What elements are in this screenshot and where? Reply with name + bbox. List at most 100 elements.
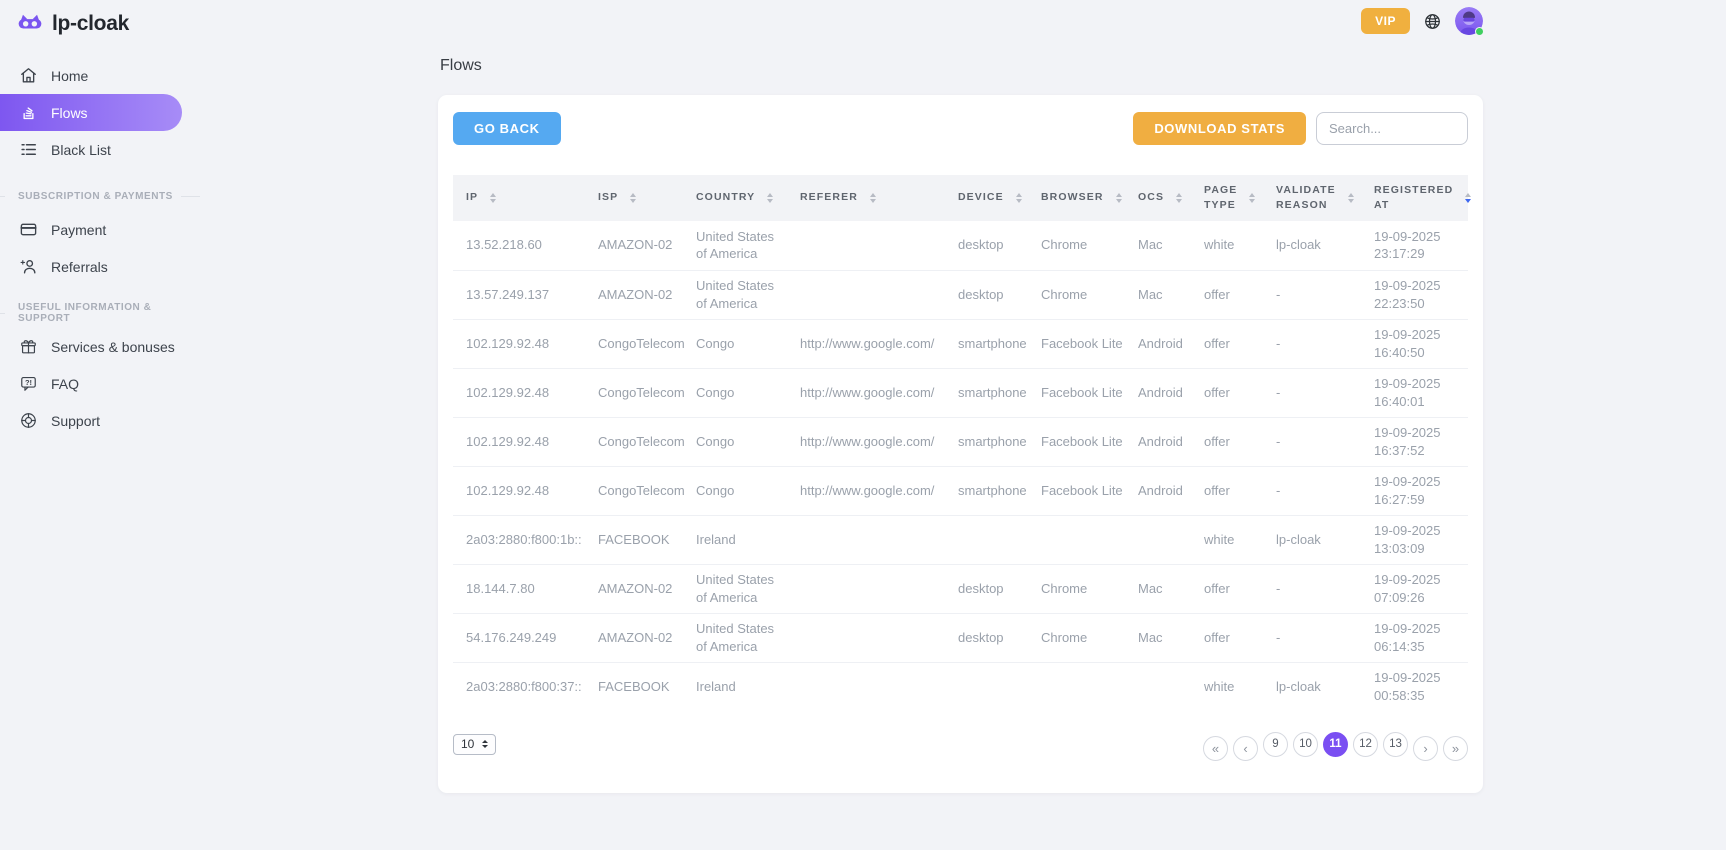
cell-page_type: offer [1191,416,1263,466]
cell-validate_reason: lp-cloak [1263,661,1361,711]
sidebar-item-support[interactable]: Support [0,402,182,439]
svg-text:?!: ?! [25,378,32,387]
vip-button[interactable]: VIP [1361,8,1410,34]
cell-referer: http://www.google.com/ [787,416,945,466]
cell-referer [787,514,945,564]
cell-registered-at: 19-09-2025 00:58:35 [1361,661,1468,711]
cell-ocs [1125,661,1191,711]
topbar: VIP [1361,7,1484,36]
cell-ip: 54.176.249.249 [453,612,585,662]
cell-device: smartphone [945,367,1028,417]
section-label-support: USEFUL INFORMATION & SUPPORT [0,302,200,324]
sidebar-item-referrals[interactable]: Referrals [0,248,182,285]
pagination-page-11[interactable]: 11 [1323,731,1348,757]
cell-isp: AMAZON-02 [598,237,673,253]
sidebar-item-faq[interactable]: ?! FAQ [0,365,182,402]
pagination-first[interactable]: « [1203,736,1228,761]
column-label: REFERER [800,191,858,204]
pagination-page-13[interactable]: 13 [1383,731,1408,757]
cell-browser: Facebook Lite [1028,416,1125,466]
pagination-last[interactable]: » [1443,736,1468,761]
cell-referer [787,612,945,662]
cell-isp: CongoTelecom [585,318,685,368]
pagination-page-12[interactable]: 12 [1353,731,1378,757]
column-header-country[interactable]: COUNTRY [683,175,787,221]
card-footer: 10 «‹ 9 10 11 12 13 ›» [453,727,1468,761]
cell-validate_reason: - [1263,612,1361,662]
table-body: 13.52.218.60 AMAZON-02 United States of Am… [453,221,1468,711]
sidebar-item-label: Payment [51,221,107,238]
page-size-select[interactable]: 10 [453,733,497,755]
cell-ip: 102.129.92.48 [453,465,585,515]
column-header-referer[interactable]: REFERER [787,175,945,221]
cell-page_type: offer [1191,269,1263,319]
pagination-page-9[interactable]: 9 [1263,731,1288,757]
pagination: «‹ 9 10 11 12 13 ›» [1203,727,1468,761]
cell-country: Congo [683,318,787,368]
cell-browser: Chrome [1028,563,1125,613]
cell-device: smartphone [945,318,1028,368]
cell-registered-at: 19-09-2025 07:09:26 [1361,563,1468,613]
cell-country: Congo [683,465,787,515]
main-content: Flows GO BACK DOWNLOAD STATS IP ISP COUNTR… [438,54,1483,793]
column-header-browser[interactable]: BROWSER [1028,175,1125,221]
cell-ocs: Mac [1138,237,1163,253]
cell-browser: Chrome [1041,237,1088,253]
cell-browser: Chrome [1028,269,1125,319]
pagination-next[interactable]: › [1413,736,1438,761]
cell-referer [787,563,945,613]
column-label: IP [466,191,479,204]
column-label: PAGE TYPE [1204,183,1238,211]
column-header-validate-reason[interactable]: VALIDATE REASON [1263,175,1361,221]
cell-ip: 102.129.92.48 [453,416,585,466]
gift-icon [19,337,38,356]
pagination-page-10[interactable]: 10 [1293,731,1318,757]
page-title: Flows [440,57,482,74]
sidebar-item-label: Flows [51,104,88,121]
cell-country: United States of America [696,228,775,262]
download-stats-button[interactable]: DOWNLOAD STATS [1133,112,1306,145]
pagination-prev[interactable]: ‹ [1233,736,1258,761]
user-avatar[interactable] [1455,7,1484,36]
payment-icon [19,220,38,239]
brand-logo[interactable]: lp-cloak [0,0,200,48]
sidebar-item-home[interactable]: Home [0,57,182,94]
search-input[interactable] [1316,112,1468,145]
sidebar-item-flows[interactable]: Flows [0,94,182,131]
cell-browser: Chrome [1028,612,1125,662]
column-header-ip[interactable]: IP [453,175,585,221]
sidebar-item-label: Black List [51,141,111,158]
cell-validate_reason: lp-cloak [1276,237,1321,253]
cell-ocs: Android [1125,416,1191,466]
card-toolbar: GO BACK DOWNLOAD STATS [453,112,1468,145]
go-back-button[interactable]: GO BACK [453,112,561,145]
cell-country: Ireland [683,514,787,564]
cell-referer [787,661,945,711]
sidebar-item-black-list[interactable]: Black List [0,131,182,168]
globe-icon[interactable] [1423,12,1442,31]
column-header-isp[interactable]: ISP [585,175,683,221]
cell-registered-at: 19-09-2025 23:17:29 [1374,228,1441,262]
toolbar-right: DOWNLOAD STATS [1133,112,1468,145]
cell-device [945,514,1028,564]
cell-ip: 18.144.7.80 [453,563,585,613]
table-row: 13.52.218.60 AMAZON-02 United States of Am… [453,221,1468,270]
cell-ip: 13.52.218.60 [466,237,542,253]
column-label: VALIDATE REASON [1276,183,1336,211]
cell-page_type: white [1204,237,1235,253]
column-label: BROWSER [1041,191,1104,204]
column-header-registered-at[interactable]: REGISTERED AT [1361,175,1472,221]
cell-registered-at: 19-09-2025 13:03:09 [1361,514,1468,564]
cell-page_type: white [1191,661,1263,711]
sidebar-item-label: Referrals [51,258,108,275]
flows-card: GO BACK DOWNLOAD STATS IP ISP COUNTRY REFER… [438,95,1483,793]
column-header-page-type[interactable]: PAGE TYPE [1191,175,1263,221]
column-header-ocs[interactable]: OCS [1125,175,1191,221]
column-header-device[interactable]: DEVICE [945,175,1028,221]
cell-ip: 102.129.92.48 [453,367,585,417]
sidebar-item-payment[interactable]: Payment [0,211,182,248]
cell-isp: CongoTelecom [585,465,685,515]
sidebar-item-services[interactable]: Services & bonuses [0,328,182,365]
column-label: COUNTRY [696,191,756,204]
cell-ip: 2a03:2880:f800:37:: [453,661,585,711]
